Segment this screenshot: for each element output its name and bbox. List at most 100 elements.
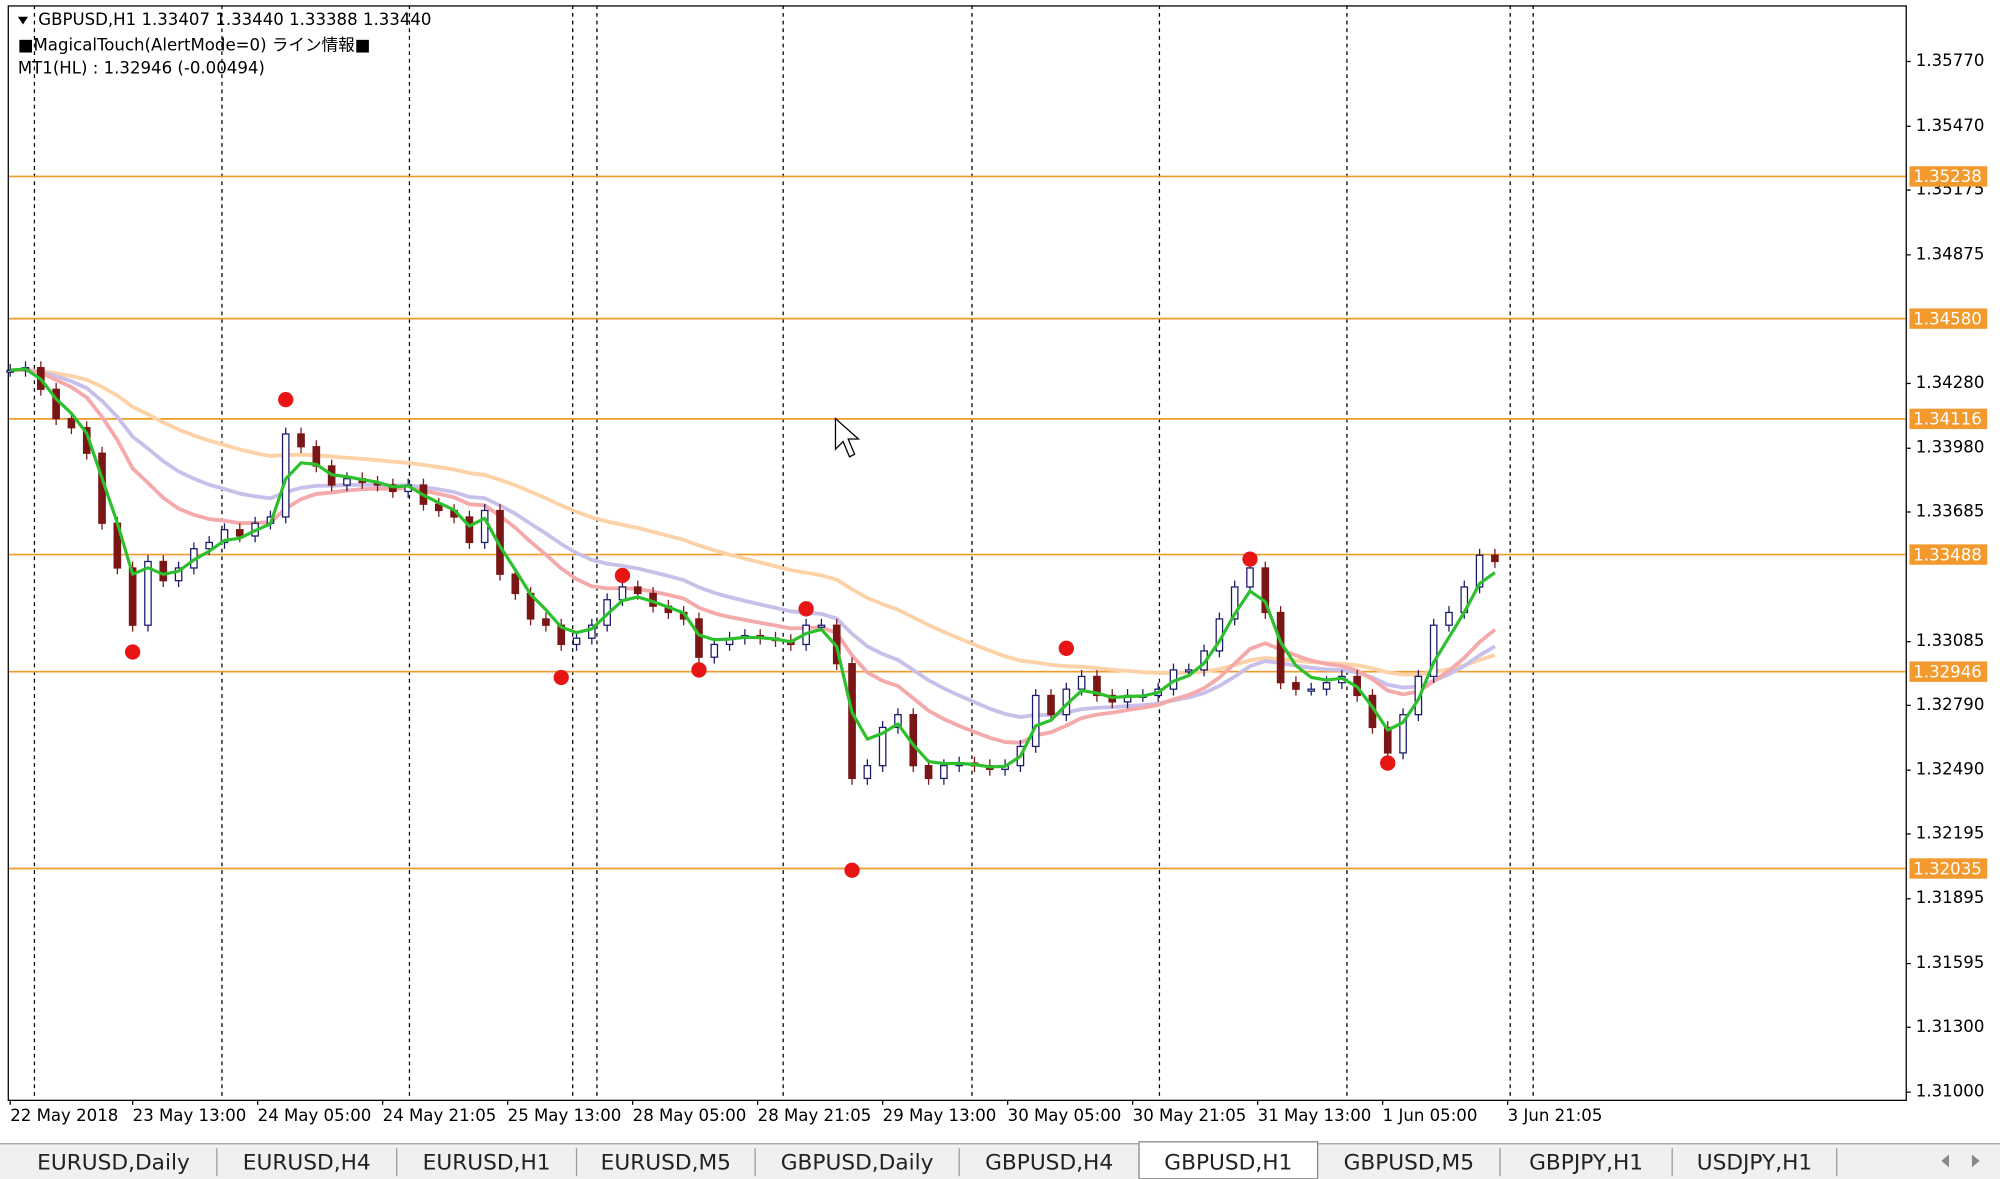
candle-body xyxy=(480,509,489,544)
symbol-line: GBPUSD,H1 1.33407 1.33440 1.33388 1.3344… xyxy=(38,10,431,29)
swing-point xyxy=(614,567,631,584)
x-tick-label: 25 May 13:00 xyxy=(508,1106,622,1125)
swing-point xyxy=(1242,551,1258,567)
candle-body xyxy=(1307,688,1316,692)
x-tick-label: 28 May 21:05 xyxy=(758,1106,872,1125)
candle-body xyxy=(1445,611,1453,626)
candle-body xyxy=(67,418,76,429)
tab-scroll-left[interactable] xyxy=(1941,1154,1949,1168)
mouse-cursor xyxy=(834,417,861,458)
candle-body xyxy=(1429,624,1438,678)
candle-body xyxy=(1399,714,1407,754)
tab-label[interactable]: GBPUSD,Daily xyxy=(781,1150,934,1175)
tab-active[interactable] xyxy=(1138,1141,1319,1179)
level-price-label: 1.35238 xyxy=(1913,167,1982,186)
candle-body xyxy=(863,765,872,780)
candle-body xyxy=(894,714,902,729)
level-price-tag xyxy=(1909,166,1988,187)
candle-body xyxy=(174,567,183,582)
level-price-label: 1.34580 xyxy=(1913,309,1982,328)
x-tick-label: 24 May 05:00 xyxy=(258,1106,372,1125)
swing-point xyxy=(691,662,707,678)
candle-body xyxy=(511,573,520,595)
tab-label[interactable]: GBPUSD,H1 xyxy=(1164,1150,1292,1175)
swing-point xyxy=(1058,640,1074,656)
candle-body xyxy=(924,765,933,780)
dropdown-arrow[interactable] xyxy=(17,16,29,25)
mt1-line: MT1(HL) : 1.32946 (-0.00494) xyxy=(18,59,265,78)
level-price-tag xyxy=(1909,858,1988,879)
level-price-label: 1.32946 xyxy=(1913,662,1982,681)
candle-body xyxy=(220,529,229,544)
candle-body xyxy=(1093,675,1101,697)
y-tick-label: 1.35470 xyxy=(1916,116,1985,135)
x-tick-label: 23 May 13:00 xyxy=(133,1106,247,1125)
tab-label[interactable]: USDJPY,H1 xyxy=(1697,1150,1813,1175)
tab-label[interactable]: EURUSD,H1 xyxy=(423,1150,551,1175)
y-tick-label: 1.33685 xyxy=(1916,501,1985,520)
x-tick-label: 31 May 13:00 xyxy=(1258,1106,1372,1125)
candle-body xyxy=(1047,694,1055,716)
swing-point xyxy=(844,862,860,878)
candle-body xyxy=(465,516,474,544)
indicator-name: ■MagicalTouch(AlertMode=0) ライン情報■ xyxy=(18,36,371,55)
candle-body xyxy=(940,765,948,780)
candle-body xyxy=(1292,682,1300,690)
candle-body xyxy=(633,586,642,595)
y-tick-label: 1.32490 xyxy=(1916,760,1985,779)
y-tick-label: 1.31595 xyxy=(1916,953,1985,972)
x-tick-label: 30 May 21:05 xyxy=(1133,1106,1247,1125)
x-tick-label: 1 Jun 05:00 xyxy=(1383,1106,1478,1125)
level-price-label: 1.33488 xyxy=(1913,545,1982,564)
swing-point xyxy=(1380,755,1396,771)
y-tick-label: 1.33980 xyxy=(1916,438,1985,457)
candle-body xyxy=(159,560,168,582)
y-tick-label: 1.32790 xyxy=(1916,695,1985,714)
tab-scroll-right[interactable] xyxy=(1971,1154,1980,1168)
candle-body xyxy=(1031,694,1040,748)
y-tick-label: 1.34875 xyxy=(1916,244,1985,263)
x-tick-label: 29 May 13:00 xyxy=(883,1106,997,1125)
candle-body xyxy=(1230,586,1239,620)
level-price-tag xyxy=(1909,408,1988,430)
tab-label[interactable]: EURUSD,M5 xyxy=(601,1150,731,1175)
y-tick-label: 1.31300 xyxy=(1916,1017,1985,1036)
candle-body xyxy=(1322,682,1331,690)
candle-body xyxy=(235,529,244,537)
x-tick-label: 24 May 21:05 xyxy=(383,1106,497,1125)
y-tick-label: 1.35770 xyxy=(1916,51,1985,70)
candle-body xyxy=(878,726,887,767)
x-tick-label: 30 May 05:00 xyxy=(1008,1106,1122,1125)
tab-label[interactable]: EURUSD,Daily xyxy=(37,1150,190,1175)
candle-body xyxy=(542,618,550,626)
swing-point xyxy=(125,644,141,660)
level-price-tag xyxy=(1909,661,1988,682)
candle-body xyxy=(710,643,719,658)
y-tick-label: 1.31895 xyxy=(1916,888,1985,907)
tab-label[interactable]: GBPUSD,H4 xyxy=(985,1150,1113,1175)
x-tick-label: 22 May 2018 xyxy=(10,1106,118,1125)
candle-body xyxy=(205,541,214,550)
candle-body xyxy=(1246,567,1254,588)
level-price-label: 1.32035 xyxy=(1913,859,1982,878)
candle-body xyxy=(695,618,703,658)
swing-point xyxy=(278,391,294,408)
x-tick-label: 3 Jun 21:05 xyxy=(1508,1106,1603,1125)
moving-average xyxy=(10,368,1496,677)
tab-label[interactable]: GBPJPY,H1 xyxy=(1529,1150,1643,1175)
tab-label[interactable]: GBPUSD,M5 xyxy=(1344,1150,1474,1175)
moving-average xyxy=(10,368,1496,719)
moving-average xyxy=(10,367,1496,769)
candle-body xyxy=(572,637,581,646)
x-tick-label: 28 May 05:00 xyxy=(633,1106,747,1125)
candle-body xyxy=(1261,567,1270,614)
candle-body xyxy=(144,560,152,626)
tab-label[interactable]: EURUSD,H4 xyxy=(243,1150,371,1175)
tab-bar xyxy=(0,1143,2000,1179)
swing-point xyxy=(553,669,569,686)
level-price-tag xyxy=(1909,308,1988,329)
candle-body xyxy=(618,586,627,601)
level-price-tag xyxy=(1909,544,1988,565)
